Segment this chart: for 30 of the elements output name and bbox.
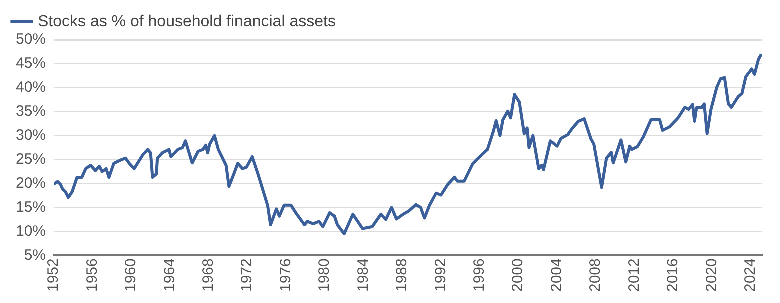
x-tick-label: 1996 [471,258,488,292]
y-tick-label: 35% [16,103,46,120]
x-tick-label: 2020 [703,258,720,292]
x-tick-label: 2016 [664,258,682,292]
x-tick-label: 2008 [587,258,604,292]
x-tick-label: 1964 [161,258,178,292]
x-tick-label: 1956 [84,258,101,292]
y-tick-label: 25% [16,150,46,168]
x-tick-label: 2024 [742,258,760,292]
y-tick-label: 40% [16,79,46,96]
x-tick-label: 1960 [122,258,140,292]
y-tick-label: 15% [16,198,46,216]
x-tick-label: 1988 [394,258,411,292]
y-tick-label: 20% [16,174,46,192]
y-tick-label: 10% [16,222,46,240]
x-tick-label: 2012 [626,258,643,292]
x-tick-label: 2004 [548,258,566,292]
y-tick-label: 5% [24,246,46,264]
x-tick-label: 1980 [316,258,334,292]
y-tick-label: 30% [16,126,46,144]
x-tick-label: 1984 [354,258,372,292]
legend-label: Stocks as % of household financial assets [38,13,336,30]
y-tick-label: 50% [16,31,46,48]
x-tick-label: 1972 [238,258,256,292]
x-tick-label: 1952 [45,258,62,292]
x-tick-label: 2000 [510,258,527,292]
x-tick-label: 1992 [432,258,450,292]
x-tick-label: 1968 [200,258,218,292]
x-tick-label: 1976 [277,258,294,292]
y-tick-label: 45% [16,55,46,72]
